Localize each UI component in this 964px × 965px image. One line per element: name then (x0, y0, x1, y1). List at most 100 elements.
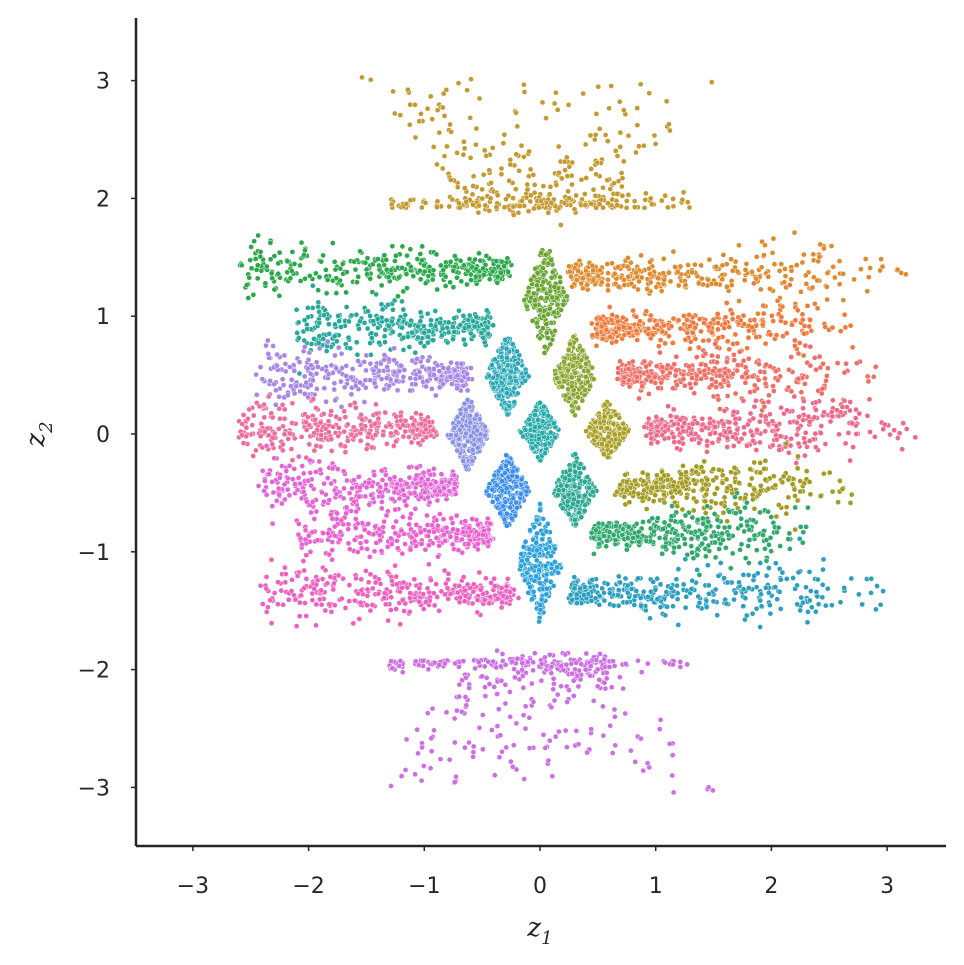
data-point (773, 422, 780, 429)
data-point (620, 158, 627, 165)
data-point (817, 430, 824, 436)
data-point (684, 661, 691, 668)
data-point (762, 457, 769, 464)
data-point (469, 191, 476, 198)
data-point (821, 245, 827, 252)
data-point (753, 397, 759, 404)
data-point (453, 773, 459, 780)
data-point (804, 303, 811, 309)
data-point (402, 428, 409, 435)
data-point (361, 359, 368, 365)
data-point (344, 477, 350, 484)
data-point (321, 498, 327, 505)
data-point (466, 685, 473, 691)
data-point (730, 408, 737, 415)
data-point (556, 728, 562, 735)
data-point (645, 331, 652, 337)
data-point (757, 368, 764, 375)
data-point (550, 686, 557, 693)
data-point (302, 527, 309, 534)
data-point (415, 323, 421, 330)
data-point (329, 556, 335, 563)
data-point (330, 424, 336, 430)
data-point (357, 248, 363, 255)
data-point (630, 535, 636, 541)
data-point (853, 431, 860, 437)
data-point (273, 497, 280, 504)
data-point (620, 107, 627, 114)
data-point (565, 102, 572, 108)
data-point (510, 212, 517, 218)
data-point (841, 311, 848, 318)
data-point (336, 425, 342, 431)
data-point (801, 251, 807, 258)
data-point (660, 322, 667, 329)
data-point (269, 503, 276, 509)
data-point (479, 186, 485, 193)
data-point (654, 472, 660, 479)
data-point (419, 204, 425, 211)
data-point (496, 754, 503, 761)
data-point (582, 141, 589, 148)
data-point (493, 664, 500, 671)
data-point (367, 313, 373, 319)
data-point (680, 376, 687, 383)
data-point (359, 416, 365, 423)
data-point (442, 273, 449, 280)
data-point (358, 411, 364, 418)
data-point (671, 361, 677, 368)
data-point (305, 304, 311, 311)
data-point (400, 334, 407, 341)
data-point (602, 132, 609, 138)
data-point (720, 509, 727, 516)
data-point (323, 348, 330, 354)
data-point (499, 651, 506, 657)
data-point (726, 346, 733, 353)
data-point (638, 669, 645, 675)
data-point (759, 321, 766, 328)
data-point (675, 317, 682, 324)
data-point (692, 336, 699, 342)
data-point (302, 247, 308, 254)
data-point (462, 341, 469, 348)
data-point (248, 244, 254, 250)
data-point (397, 477, 404, 483)
data-point (573, 728, 580, 734)
data-point (389, 665, 396, 672)
data-point (271, 430, 278, 437)
data-point (365, 479, 372, 486)
data-point (348, 431, 355, 438)
data-point (715, 335, 722, 341)
data-point (719, 530, 726, 537)
data-point (620, 314, 626, 321)
data-point (284, 392, 291, 399)
data-point (567, 268, 573, 275)
data-point (387, 535, 394, 542)
data-point (246, 406, 253, 413)
data-point (470, 743, 477, 750)
data-point (769, 249, 776, 256)
data-point (664, 362, 671, 369)
data-point (694, 420, 701, 427)
data-point (831, 274, 838, 281)
data-point (385, 274, 392, 281)
data-point (331, 386, 338, 393)
data-point (702, 535, 709, 542)
data-point (564, 699, 570, 705)
data-point (654, 515, 661, 522)
data-point (625, 330, 632, 336)
data-point (760, 302, 767, 309)
data-point (710, 393, 717, 400)
data-point (402, 767, 409, 773)
data-point (432, 308, 439, 314)
data-point (425, 339, 431, 346)
data-point (800, 352, 807, 359)
data-point (903, 426, 910, 432)
data-point (803, 468, 810, 474)
data-point (792, 317, 799, 324)
data-point (722, 314, 729, 321)
data-point (283, 468, 290, 474)
data-point (257, 433, 264, 440)
data-point (592, 192, 599, 199)
data-point (479, 195, 486, 202)
